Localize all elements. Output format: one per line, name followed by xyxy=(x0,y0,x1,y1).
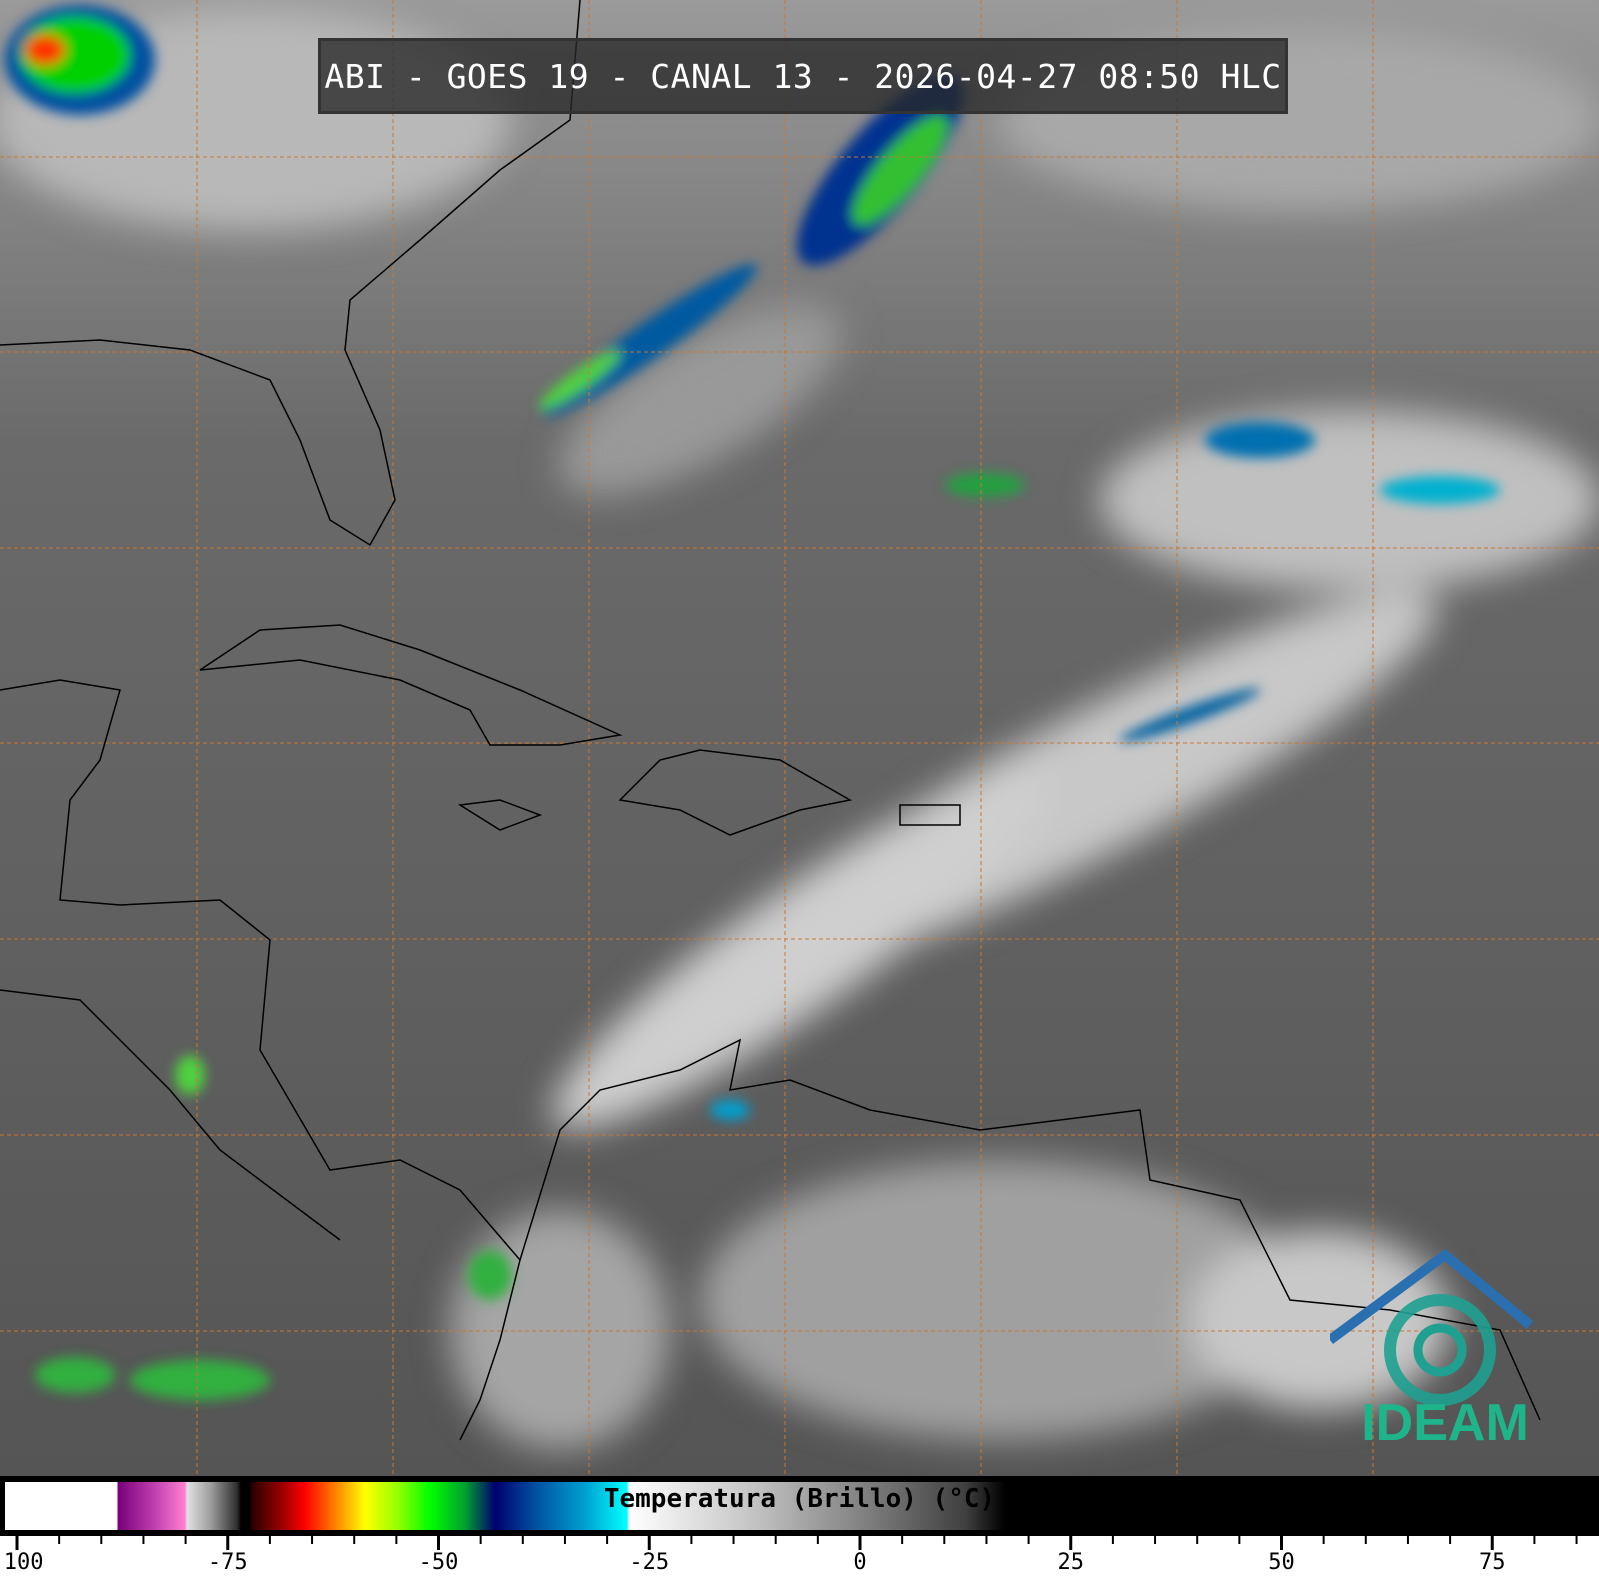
tick-label: -100 xyxy=(0,1550,44,1575)
ideam-logo: IDEAM xyxy=(1330,1250,1534,1450)
tick-label: 50 xyxy=(1268,1550,1295,1575)
image-title: ABI - GOES 19 - CANAL 13 - 2026-04-27 08… xyxy=(324,56,1282,96)
tick-label: -75 xyxy=(207,1550,248,1575)
tick-label: 0 xyxy=(853,1550,867,1575)
tick-label: -50 xyxy=(418,1550,459,1575)
colorbar-gradient xyxy=(5,1482,1599,1530)
colorbar-label: Temperatura (Brillo) (°C) xyxy=(603,1484,996,1514)
tick-label: -25 xyxy=(629,1550,670,1575)
coastlines xyxy=(0,0,1541,1441)
logo-swirl-icon xyxy=(1384,1294,1496,1406)
lat-lon-grid xyxy=(0,0,1599,1476)
colorbar-axis xyxy=(0,1536,1599,1577)
convective-cells xyxy=(5,5,1500,1400)
colorbar xyxy=(0,1476,1599,1536)
tick-label: 75 xyxy=(1479,1550,1506,1575)
tick-label: 25 xyxy=(1057,1550,1085,1575)
logo-mountain-icon xyxy=(1330,1250,1534,1345)
title-box: ABI - GOES 19 - CANAL 13 - 2026-04-27 08… xyxy=(318,38,1288,114)
logo-text: IDEAM xyxy=(1361,1394,1529,1450)
